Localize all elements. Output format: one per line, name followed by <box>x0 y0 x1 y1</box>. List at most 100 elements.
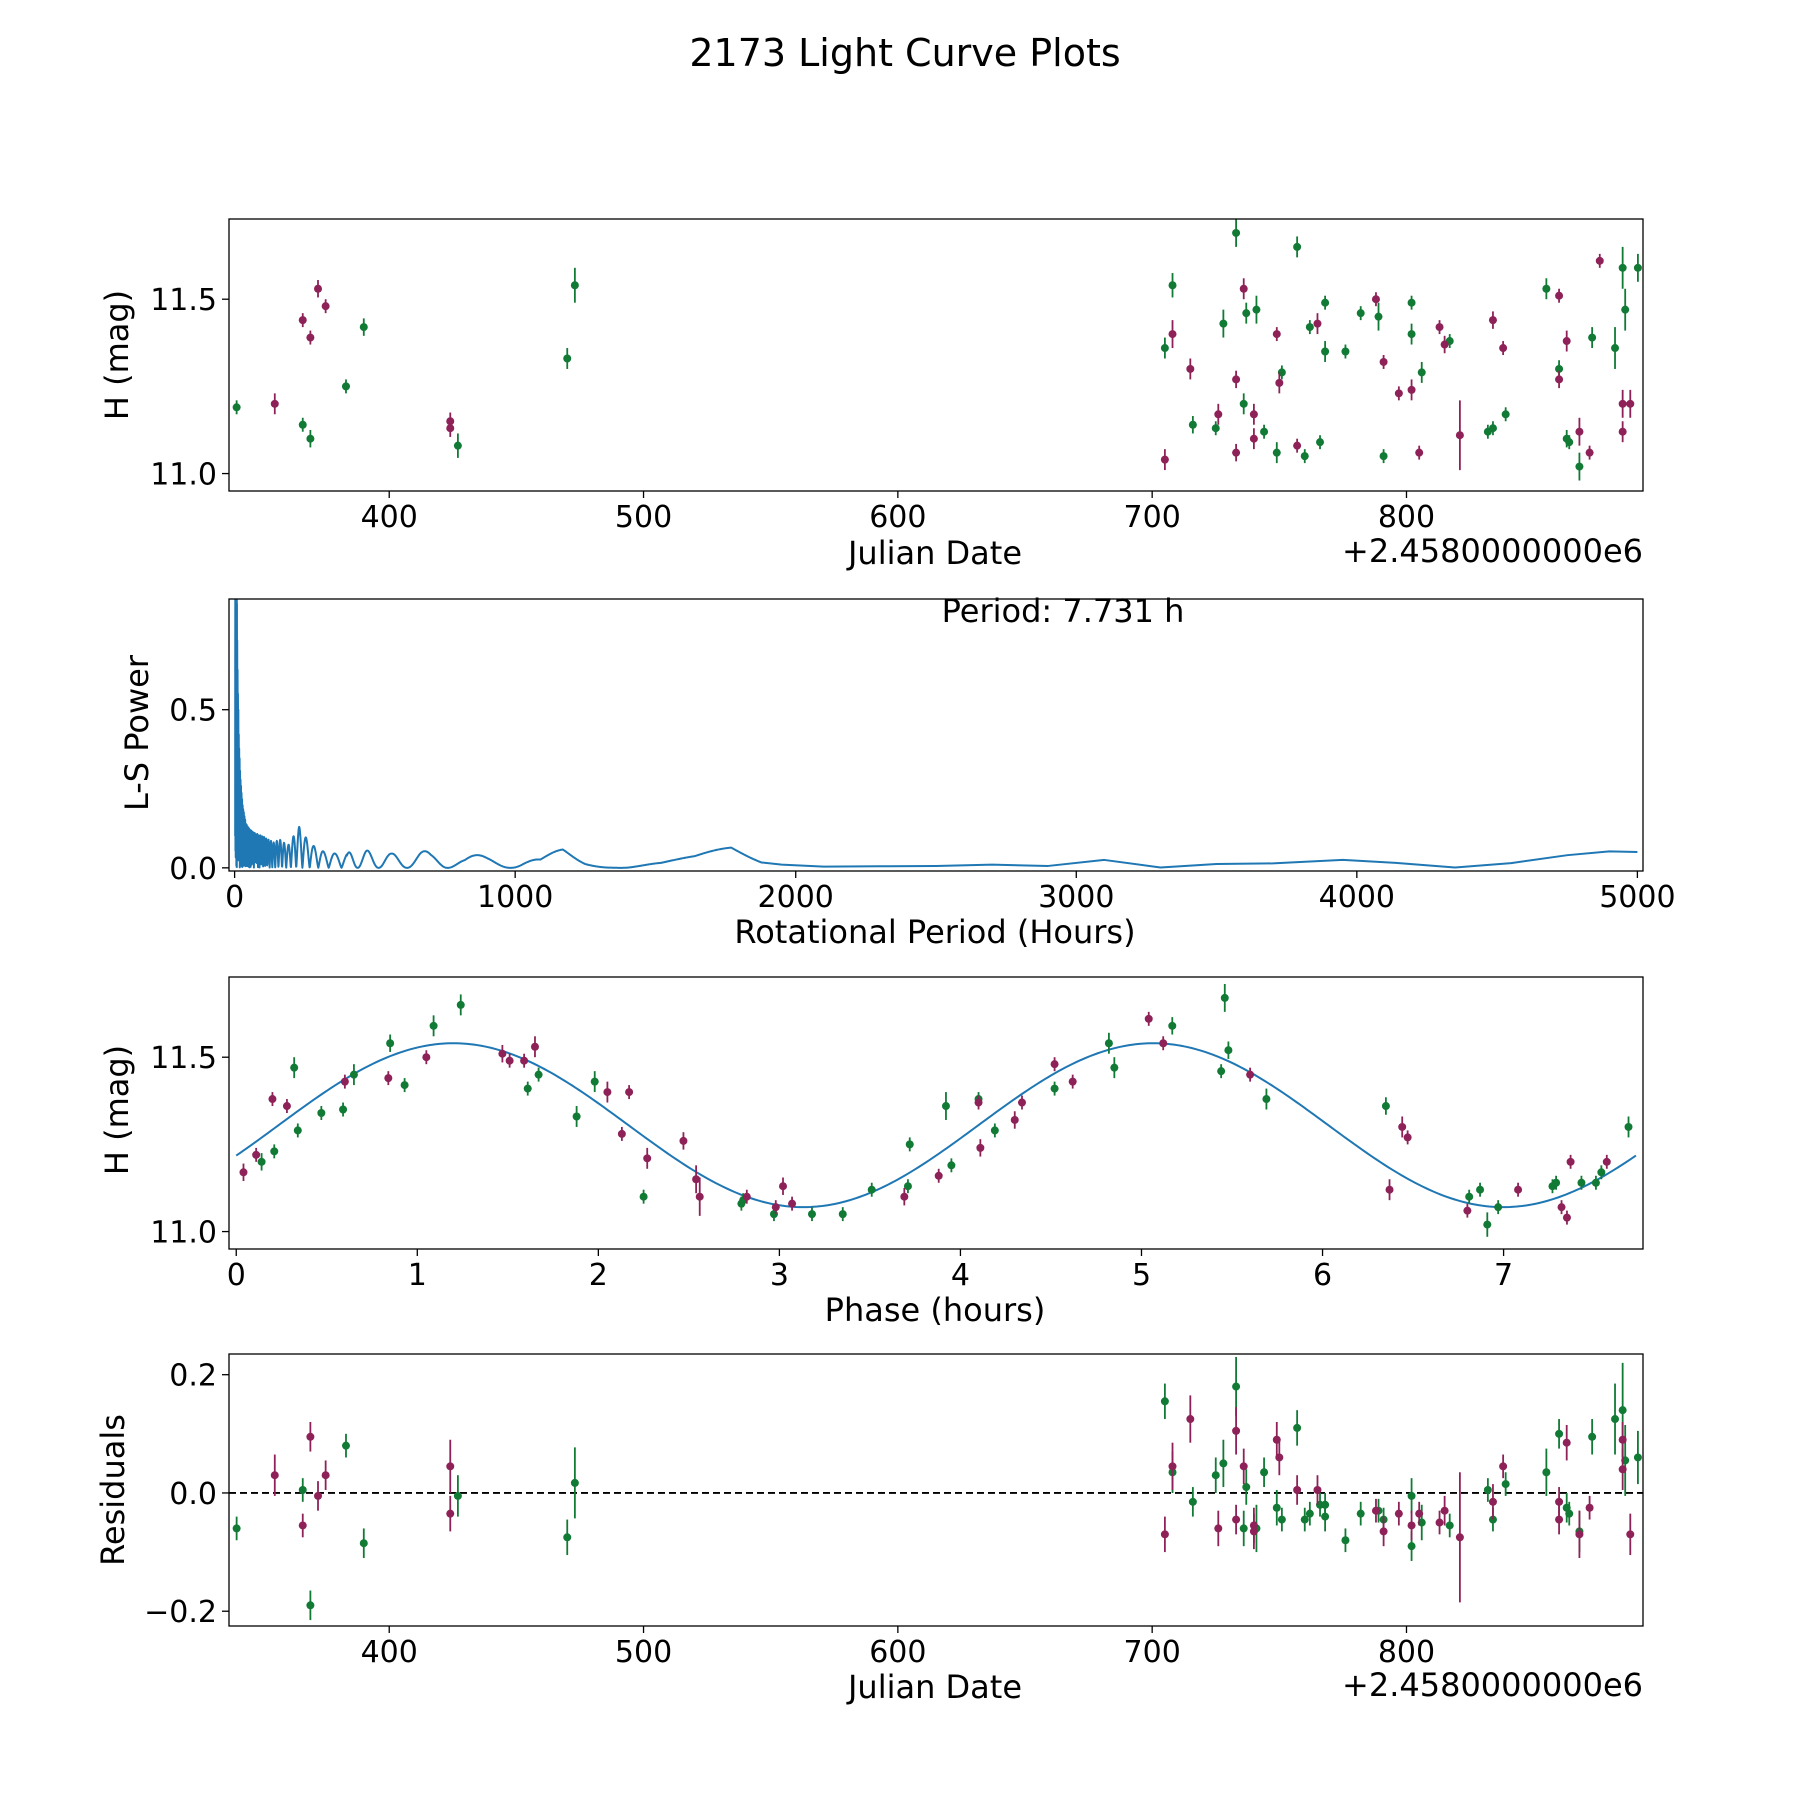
residuals-point-green <box>1305 1509 1314 1518</box>
residuals-point-green <box>1211 1471 1220 1480</box>
lightcurve-point-purple <box>1407 385 1416 394</box>
lightcurve-point-purple <box>1440 340 1449 349</box>
phased-point-green <box>1483 1220 1492 1229</box>
phased-point-green <box>270 1147 279 1156</box>
residuals-point-purple <box>1379 1527 1388 1536</box>
phased-point-purple <box>1017 1098 1026 1107</box>
phased-point-green <box>1552 1178 1561 1187</box>
phased-point-purple <box>1602 1157 1611 1166</box>
residuals-point-green <box>1300 1515 1309 1524</box>
lightcurve-point-purple <box>1214 410 1223 419</box>
phased-point-green <box>290 1063 299 1072</box>
residuals-point-green <box>1611 1415 1620 1424</box>
residuals-point-purple <box>1371 1506 1380 1515</box>
panel-residuals: Julian Date Residuals +2.4580000000e6 40… <box>94 1353 1644 1706</box>
lightcurve-point-green <box>1555 364 1564 373</box>
lightcurve-point-purple <box>1313 319 1322 328</box>
residuals-point-green <box>1272 1503 1281 1512</box>
lightcurve-point-green <box>1618 263 1627 272</box>
phased-point-green <box>523 1084 532 1093</box>
residuals-point-purple <box>1555 1497 1564 1506</box>
periodogram-xtick-label: 4000 <box>1319 880 1395 915</box>
lightcurve-point-green <box>1321 298 1330 307</box>
lightcurve-point-green <box>1341 347 1350 356</box>
phased-point-green <box>1465 1192 1474 1201</box>
residuals-axes-frame <box>228 1353 1644 1627</box>
lightcurve-point-green <box>1633 263 1642 272</box>
lightcurve-point-purple <box>306 333 315 342</box>
phased-point-green <box>386 1039 395 1048</box>
residuals-point-purple <box>1394 1509 1403 1518</box>
phased-point-green <box>905 1140 914 1149</box>
residuals-ytick-label: 0.0 <box>169 1477 217 1512</box>
residuals-point-green <box>1407 1542 1416 1551</box>
residuals-point-green <box>570 1478 579 1487</box>
residuals-point-green <box>1160 1397 1169 1406</box>
lightcurve-point-green <box>1611 344 1620 353</box>
phased-xtick-label: 4 <box>951 1258 970 1293</box>
residuals-point-purple <box>1626 1530 1635 1539</box>
lightcurve-point-green <box>1374 312 1383 321</box>
lightcurve-point-green <box>1305 323 1314 332</box>
phased-point-green <box>1168 1021 1177 1030</box>
periodogram-ytick-label: 0.0 <box>169 852 217 887</box>
phased-point-green <box>590 1077 599 1086</box>
phased-point-purple <box>384 1074 393 1083</box>
lightcurve-axes-frame <box>228 218 1644 492</box>
lightcurve-point-green <box>1272 448 1281 457</box>
residuals-point-purple <box>1249 1521 1258 1530</box>
lightcurve-xlabel: Julian Date <box>846 534 1022 572</box>
phased-point-purple <box>498 1049 507 1058</box>
phased-points <box>239 983 1633 1237</box>
phased-point-green <box>1224 1046 1233 1055</box>
residuals-point-purple <box>1275 1453 1284 1462</box>
residuals-xtick-label: 400 <box>361 1635 418 1670</box>
phased-point-green <box>1624 1122 1633 1131</box>
lightcurve-point-green <box>1260 427 1269 436</box>
lightcurve-point-purple <box>1455 431 1464 440</box>
phased-xtick-label: 6 <box>1313 1258 1332 1293</box>
residuals-point-green <box>1633 1453 1642 1462</box>
residuals-point-purple <box>321 1471 330 1480</box>
phased-point-green <box>1110 1063 1119 1072</box>
residuals-ylabel: Residuals <box>94 1414 132 1566</box>
lightcurve-point-purple <box>1249 410 1258 419</box>
lightcurve-point-green <box>232 403 241 412</box>
lightcurve-point-purple <box>1595 256 1604 265</box>
residuals-point-purple <box>1160 1530 1169 1539</box>
phased-point-purple <box>788 1199 797 1208</box>
figure-title: 2173 Light Curve Plots <box>689 31 1120 75</box>
residuals-point-green <box>306 1601 315 1610</box>
lightcurve-point-green <box>1252 305 1261 314</box>
residuals-point-purple <box>1455 1533 1464 1542</box>
residuals-point-purple <box>1239 1462 1248 1471</box>
residuals-point-purple <box>1499 1462 1508 1471</box>
residuals-point-green <box>1341 1536 1350 1545</box>
period-annotation: Period: 7.731 h <box>942 592 1185 630</box>
residuals-point-green <box>1407 1491 1416 1500</box>
lightcurve-point-purple <box>1249 434 1258 443</box>
phased-point-purple <box>1562 1213 1571 1222</box>
periodogram-xtick-label: 1000 <box>477 880 553 915</box>
phased-point-purple <box>900 1192 909 1201</box>
phased-point-purple <box>1514 1185 1523 1194</box>
phased-point-purple <box>422 1053 431 1062</box>
residuals-ytick-label: 0.2 <box>169 1359 217 1394</box>
lightcurve-point-green <box>1356 309 1365 318</box>
residuals-point-purple <box>1575 1530 1584 1539</box>
phased-xtick-label: 0 <box>227 1258 246 1293</box>
lightcurve-point-purple <box>1435 323 1444 332</box>
lightcurve-point-green <box>1321 347 1330 356</box>
phased-point-green <box>1104 1039 1113 1048</box>
phased-point-purple <box>742 1192 751 1201</box>
lightcurve-point-green <box>298 420 307 429</box>
residuals-point-purple <box>1232 1426 1241 1435</box>
lightcurve-point-green <box>1168 281 1177 290</box>
lightcurve-point-purple <box>1499 344 1508 353</box>
panel-periodogram: Rotational Period (Hours) L-S Power Peri… <box>118 592 1676 951</box>
phased-fit-curve <box>235 1042 1637 1209</box>
residuals-xtick-label: 700 <box>1124 1635 1181 1670</box>
phased-point-green <box>317 1109 326 1117</box>
lightcurve-xtick-label: 600 <box>869 500 926 535</box>
residuals-point-purple <box>1618 1465 1627 1474</box>
